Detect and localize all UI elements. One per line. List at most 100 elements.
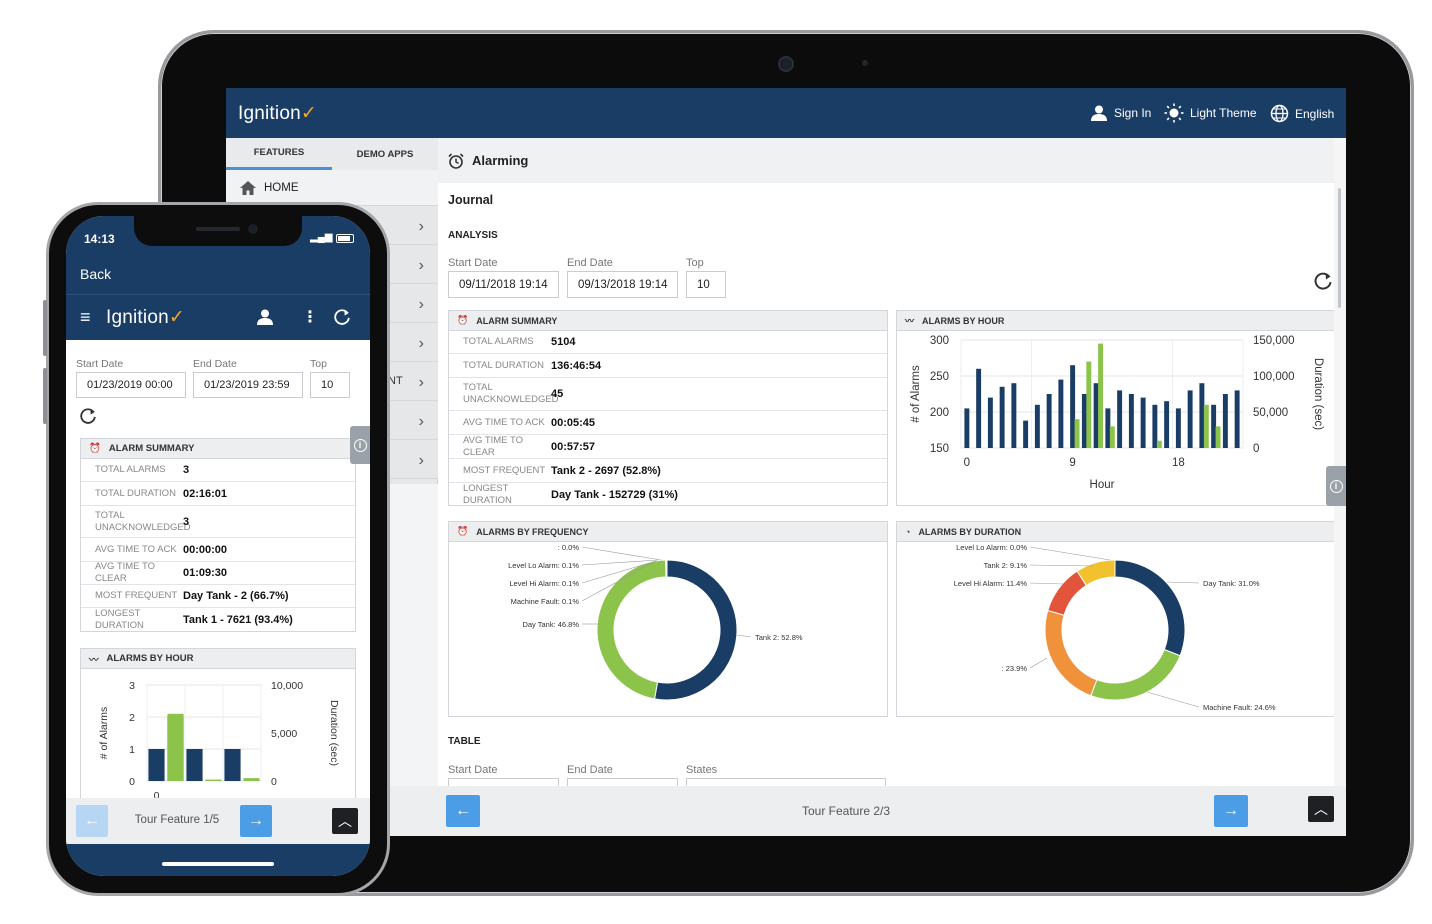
summary-value: 136:46:54	[551, 359, 602, 372]
ignition-logo[interactable]: Ignition✓	[238, 102, 317, 125]
phone-speaker	[196, 227, 240, 231]
summary-key: TOTAL UNACKNOWLEDGED	[463, 382, 559, 405]
back-button[interactable]: Back	[80, 266, 112, 282]
chevron-right-icon: ›	[418, 218, 424, 235]
phone-screen: 14:13 ▂▄▆ Back ≡ Ignition✓ ⋮ Start Date …	[66, 216, 370, 876]
pie-label: Level Lo Alarm: 0.1%	[508, 561, 579, 570]
ignition-logo[interactable]: Ignition✓	[106, 306, 185, 329]
home-icon	[240, 180, 256, 195]
summary-key: TOTAL ALARMS	[95, 464, 166, 475]
bar-duration	[1156, 440, 1162, 448]
top-input[interactable]: 10	[310, 372, 350, 398]
table-row: TOTAL ALARMS 5104	[449, 331, 887, 354]
summary-key: TOTAL DURATION	[95, 487, 176, 499]
collapse-tour-button[interactable]: ︿	[1308, 796, 1334, 822]
refresh-icon[interactable]	[78, 406, 98, 426]
table-row: AVG TIME TO ACK 00:05:45	[449, 411, 887, 435]
sidebar-item-home[interactable]: HOME	[226, 170, 438, 206]
pie-label: : 0.0%	[558, 543, 580, 552]
hamburger-menu-icon[interactable]: ≡	[80, 307, 91, 327]
end-date-input[interactable]: 09/13/2018 19:14	[567, 271, 678, 298]
arrow-right-icon: →	[248, 812, 264, 829]
summary-key: LONGEST DURATION	[463, 482, 512, 506]
bar-count	[1128, 394, 1134, 448]
x-axis-label: Hour	[1090, 479, 1115, 491]
bar-duration	[1074, 419, 1080, 448]
summary-key: MOST FREQUENT	[95, 590, 178, 601]
table-row: TOTAL ALARMS 3	[81, 459, 355, 482]
bar-count	[1234, 390, 1240, 448]
pie-slice	[1047, 570, 1088, 616]
bar-count	[186, 749, 203, 781]
top-label: Top	[310, 358, 327, 370]
tour-prev-button[interactable]: ←	[76, 805, 108, 837]
summary-value: 02:16:01	[183, 487, 228, 500]
y-tick-label: 0	[129, 776, 135, 788]
table-row: AVG TIME TO CLEAR 00:57:57	[449, 435, 887, 459]
chevron-right-icon: ›	[418, 374, 424, 391]
bar-duration	[1109, 426, 1115, 448]
tablet-screen: Ignition✓ Sign In Light Theme English FE…	[226, 88, 1346, 836]
refresh-icon[interactable]	[1312, 270, 1334, 292]
theme-label: Light Theme	[1190, 106, 1257, 120]
info-tab[interactable]: i	[350, 426, 370, 464]
chevron-right-icon: ›	[418, 452, 424, 469]
phone-alarms-by-hour-chart: 3 2 1 0 10,000 5,000 0 0 # of Alarms Duration (se…	[98, 680, 340, 802]
tab-demo-apps[interactable]: DEMO APPS	[356, 148, 414, 160]
logo-check-icon: ✓	[300, 103, 317, 124]
bar-count	[1058, 379, 1064, 448]
table-row: TOTAL DURATION 02:16:01	[81, 482, 355, 506]
theme-toggle-button[interactable]: Light Theme	[1164, 103, 1257, 123]
start-date-input[interactable]: 09/11/2018 19:14	[448, 271, 559, 298]
bar-count	[1046, 394, 1052, 448]
bar-count	[1093, 383, 1099, 448]
summary-value: Tank 2 - 2697 (52.8%)	[551, 464, 661, 477]
y2-tick-label: 50,000	[1253, 407, 1288, 419]
info-tab[interactable]: i	[1326, 466, 1346, 506]
pie-label: Machine Fault: 0.1%	[511, 597, 580, 606]
bar-count	[964, 408, 970, 448]
page-title: Alarming	[472, 153, 529, 168]
end-date-input[interactable]: 01/23/2019 23:59	[193, 372, 303, 398]
more-vertical-icon[interactable]: ⋮	[302, 309, 318, 326]
y-tick-label: 3	[129, 680, 135, 692]
arrow-right-icon: →	[1223, 802, 1239, 819]
summary-key: TOTAL UNACKNOWLEDGED	[95, 509, 191, 533]
y2-tick-label: 0	[271, 776, 277, 788]
tour-prev-button[interactable]: ←	[446, 795, 480, 827]
start-date-input[interactable]: 01/23/2019 00:00	[76, 372, 186, 398]
x-tick-label: 0	[964, 457, 970, 469]
pie-label: Tank 2: 9.1%	[984, 561, 1028, 570]
pie-label: : 23.9%	[1002, 664, 1028, 673]
top-input[interactable]: 10	[686, 271, 726, 298]
globe-icon	[1270, 104, 1289, 123]
summary-key: AVG TIME TO CLEAR	[463, 434, 524, 458]
tour-next-button[interactable]: →	[1214, 795, 1248, 827]
chevron-up-icon: ︿	[1314, 801, 1328, 817]
tour-next-button[interactable]: →	[240, 805, 272, 837]
alarms-by-duration-header: ◔ ALARMS BY DURATION	[897, 522, 1335, 542]
alarms-by-hour-panel: 〰 ALARMS BY HOUR 3 2 1 0 10,000 5,000 0 0 # of A…	[80, 648, 356, 808]
tab-features[interactable]: FEATURES	[226, 138, 332, 170]
tour-label: Tour Feature 2/3	[801, 804, 891, 818]
sign-in-button[interactable]: Sign In	[1090, 104, 1151, 122]
tablet-sensor	[862, 60, 868, 66]
pie-slice	[1044, 609, 1098, 697]
bar-duration	[243, 778, 260, 781]
scrollbar-thumb[interactable]	[1338, 188, 1341, 308]
language-button[interactable]: English	[1270, 104, 1334, 123]
collapse-tour-button[interactable]: ︿	[332, 808, 358, 834]
panel-title: ALARMS BY DURATION	[918, 526, 1022, 537]
battery-icon	[336, 234, 354, 243]
alarms-by-hour-chart: 300 250 200 150 150,000 100,000 50,000 0 0 9 18 Hou…	[910, 335, 1324, 491]
bar-count	[1211, 404, 1217, 448]
summary-value: 5104	[551, 336, 576, 348]
chevron-right-icon: ›	[418, 257, 424, 274]
phone-status-bar: 14:13 ▂▄▆ Back	[66, 216, 370, 294]
refresh-icon[interactable]	[332, 307, 352, 327]
y-axis-label: # of Alarms	[910, 365, 922, 423]
user-icon[interactable]	[256, 308, 274, 326]
signal-icon: ▂▄▆	[310, 232, 333, 243]
bar-count	[1140, 397, 1146, 448]
y-tick-label: 150	[930, 443, 949, 455]
